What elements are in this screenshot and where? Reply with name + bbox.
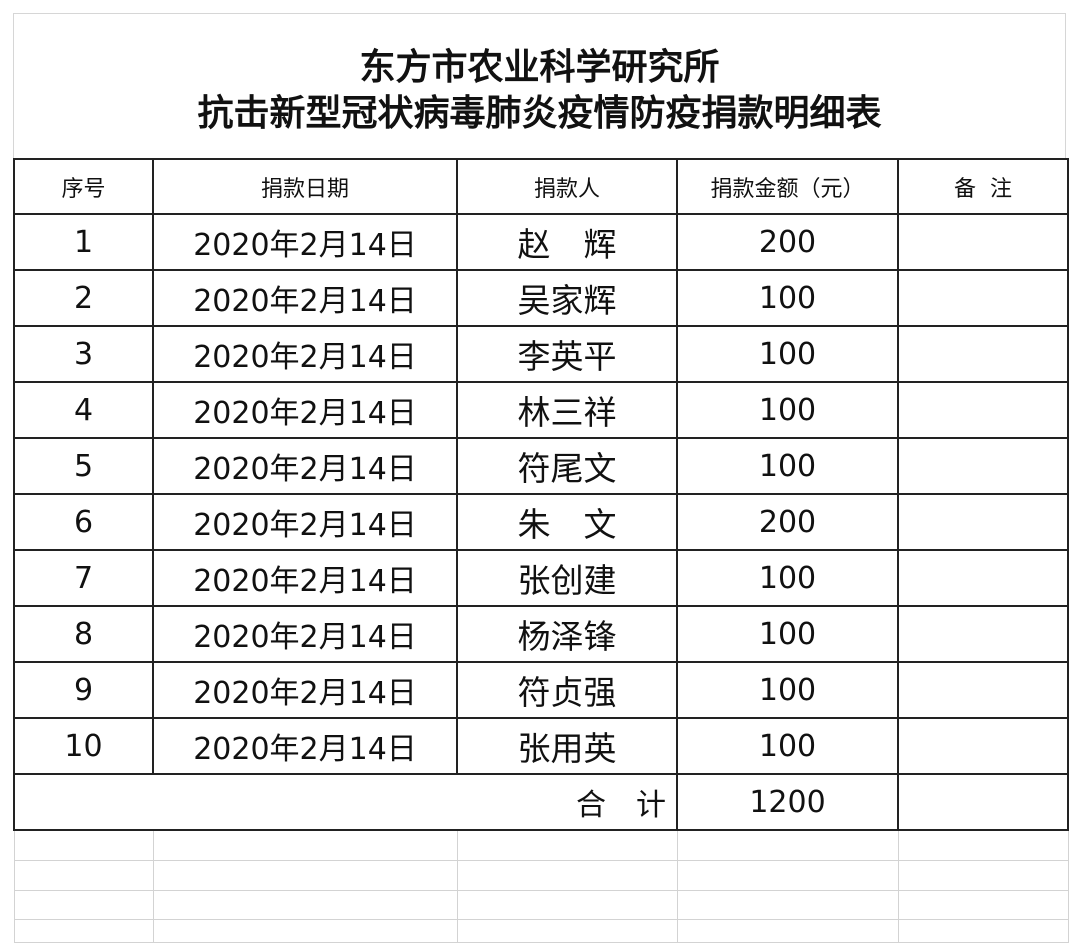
table-row: 9 2020年2月14日 符贞强 100 <box>13 661 1069 719</box>
cell-no[interactable]: 4 <box>13 381 154 439</box>
header-no[interactable]: 序号 <box>13 158 154 215</box>
empty-cell[interactable] <box>152 919 458 943</box>
table-row: 1 2020年2月14日赵 辉 200 <box>13 213 1069 271</box>
header-date[interactable]: 捐款日期 <box>152 158 458 215</box>
table-row: 7 2020年2月14日 张创建 100 <box>13 549 1069 607</box>
cell-amount[interactable]: 100 <box>676 325 899 383</box>
cell-date[interactable]: 2020年2月14日 <box>152 437 458 495</box>
cell-amount[interactable]: 100 <box>676 549 899 607</box>
empty-row <box>13 919 1069 943</box>
table-row: 10 2020年2月14日 张用英 100 <box>13 717 1069 775</box>
cell-donor[interactable]: 林三祥 <box>456 381 678 439</box>
total-row: 合 计 1200 <box>13 773 1069 831</box>
cell-no[interactable]: 2 <box>13 269 154 327</box>
cell-date[interactable]: 2020年2月14日 <box>152 381 458 439</box>
cell-donor[interactable]: 朱 文 <box>456 493 678 551</box>
empty-row <box>13 860 1069 891</box>
cell-date[interactable]: 2020年2月14日 <box>152 605 458 663</box>
total-amount[interactable]: 1200 <box>676 773 899 831</box>
table-row: 5 2020年2月14日 符尾文 100 <box>13 437 1069 495</box>
cell-amount[interactable]: 100 <box>676 381 899 439</box>
cell-no[interactable]: 10 <box>13 717 154 775</box>
cell-note[interactable] <box>897 325 1069 383</box>
cell-donor[interactable]: 张用英 <box>456 717 678 775</box>
empty-row <box>13 890 1069 920</box>
cell-no[interactable]: 5 <box>13 437 154 495</box>
empty-cell[interactable] <box>13 890 154 920</box>
cell-no[interactable]: 3 <box>13 325 154 383</box>
empty-cell[interactable] <box>676 890 899 920</box>
cell-donor[interactable]: 赵 辉 <box>456 213 678 271</box>
cell-date[interactable]: 2020年2月14日 <box>152 717 458 775</box>
table-row: 2 2020年2月14日 吴家辉 100 <box>13 269 1069 327</box>
empty-cell[interactable] <box>13 919 154 943</box>
cell-amount[interactable]: 100 <box>676 661 899 719</box>
cell-donor[interactable]: 符尾文 <box>456 437 678 495</box>
cell-donor[interactable]: 杨泽锋 <box>456 605 678 663</box>
total-label[interactable]: 合 计 <box>13 773 678 831</box>
empty-cell[interactable] <box>13 860 154 891</box>
empty-cell[interactable] <box>456 919 678 943</box>
cell-amount[interactable]: 100 <box>676 269 899 327</box>
cell-amount[interactable]: 100 <box>676 437 899 495</box>
cell-donor[interactable]: 张创建 <box>456 549 678 607</box>
empty-cell[interactable] <box>152 829 458 861</box>
empty-cell[interactable] <box>676 829 899 861</box>
table-row: 8 2020年2月14日 杨泽锋 100 <box>13 605 1069 663</box>
cell-note[interactable] <box>897 605 1069 663</box>
empty-cell[interactable] <box>456 829 678 861</box>
cell-amount[interactable]: 100 <box>676 717 899 775</box>
cell-donor[interactable]: 吴家辉 <box>456 269 678 327</box>
cell-note[interactable] <box>897 381 1069 439</box>
cell-note[interactable] <box>897 661 1069 719</box>
empty-cell[interactable] <box>897 860 1069 891</box>
empty-cell[interactable] <box>676 919 899 943</box>
table-row: 3 2020年2月14日 李英平 100 <box>13 325 1069 383</box>
donation-table: 序号 捐款日期 捐款人 捐款金额（元） 备 注 1 2020年2月14日赵 辉 20… <box>13 158 1069 943</box>
cell-date[interactable]: 2020年2月14日 <box>152 213 458 271</box>
empty-cell[interactable] <box>897 890 1069 920</box>
empty-cell[interactable] <box>13 829 154 861</box>
cell-amount[interactable]: 200 <box>676 493 899 551</box>
cell-note[interactable] <box>897 213 1069 271</box>
cell-no[interactable]: 7 <box>13 549 154 607</box>
cell-date[interactable]: 2020年2月14日 <box>152 493 458 551</box>
empty-cell[interactable] <box>456 890 678 920</box>
total-note[interactable] <box>897 773 1069 831</box>
empty-cell[interactable] <box>152 890 458 920</box>
cell-no[interactable]: 8 <box>13 605 154 663</box>
cell-date[interactable]: 2020年2月14日 <box>152 325 458 383</box>
header-amount[interactable]: 捐款金额（元） <box>676 158 899 215</box>
table-row: 6 2020年2月14日朱 文 200 <box>13 493 1069 551</box>
cell-note[interactable] <box>897 269 1069 327</box>
empty-cell[interactable] <box>676 860 899 891</box>
empty-cell[interactable] <box>897 919 1069 943</box>
header-donor[interactable]: 捐款人 <box>456 158 678 215</box>
sheet-title: 东方市农业科学研究所 抗击新型冠状病毒肺炎疫情防疫捐款明细表 <box>13 13 1066 158</box>
cell-date[interactable]: 2020年2月14日 <box>152 549 458 607</box>
empty-cell[interactable] <box>897 829 1069 861</box>
cell-note[interactable] <box>897 549 1069 607</box>
cell-amount[interactable]: 200 <box>676 213 899 271</box>
cell-amount[interactable]: 100 <box>676 605 899 663</box>
cell-no[interactable]: 6 <box>13 493 154 551</box>
cell-note[interactable] <box>897 437 1069 495</box>
cell-note[interactable] <box>897 717 1069 775</box>
title-line-2: 抗击新型冠状病毒肺炎疫情防疫捐款明细表 <box>197 92 882 134</box>
table-row: 4 2020年2月14日 林三祥 100 <box>13 381 1069 439</box>
cell-date[interactable]: 2020年2月14日 <box>152 269 458 327</box>
header-note[interactable]: 备 注 <box>897 158 1069 215</box>
title-line-1: 东方市农业科学研究所 <box>359 46 720 88</box>
header-row: 序号 捐款日期 捐款人 捐款金额（元） 备 注 <box>13 158 1069 215</box>
empty-cell[interactable] <box>456 860 678 891</box>
empty-row <box>13 829 1069 861</box>
cell-note[interactable] <box>897 493 1069 551</box>
cell-date[interactable]: 2020年2月14日 <box>152 661 458 719</box>
cell-donor[interactable]: 李英平 <box>456 325 678 383</box>
cell-no[interactable]: 1 <box>13 213 154 271</box>
cell-no[interactable]: 9 <box>13 661 154 719</box>
empty-cell[interactable] <box>152 860 458 891</box>
cell-donor[interactable]: 符贞强 <box>456 661 678 719</box>
